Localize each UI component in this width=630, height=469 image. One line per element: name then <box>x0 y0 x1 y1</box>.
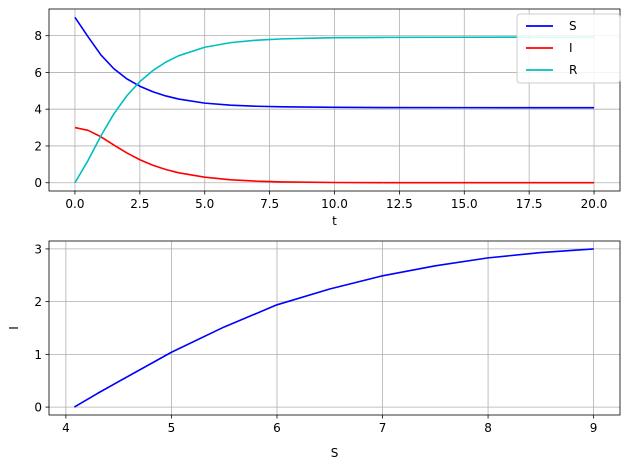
phase-plot-y-tick-label: 2 <box>34 295 42 309</box>
phase-plot-x-tick-label: 9 <box>590 421 598 435</box>
phase-plot-y-tick-label: 1 <box>34 348 42 362</box>
time-series-x-tick-label: 10.0 <box>321 197 348 211</box>
time-series-x-axis-label: t <box>332 214 337 228</box>
phase-plot-x-tick-label: 7 <box>379 421 387 435</box>
time-series-series-line-s <box>74 16 595 109</box>
phase-plot-x-tick-label: 6 <box>273 421 281 435</box>
time-series-ticks: 0.0 2.5 5.0 7.5 10.0 12.5 15.0 17.5 20.0 0 2 4 6 8 <box>34 29 607 211</box>
time-series-x-tick-label: 15.0 <box>451 197 478 211</box>
legend-box <box>516 13 621 84</box>
phase-plot-ticks: 4 5 6 7 8 9 0 1 2 3 <box>34 242 597 435</box>
phase-plot-lines <box>73 248 594 408</box>
time-series-x-tick-label: 5.0 <box>195 197 214 211</box>
time-series-legend: S I R <box>516 13 621 84</box>
time-series-x-tick-label: 17.5 <box>516 197 543 211</box>
time-series-y-tick-label: 0 <box>34 176 42 190</box>
time-series-y-tick-label: 8 <box>34 29 42 43</box>
time-series-series-line-i <box>74 126 595 184</box>
phase-plot-axes-frame <box>48 240 621 416</box>
phase-plot-x-axis-label: S <box>331 446 339 460</box>
time-series-x-tick-label: 0.0 <box>65 197 84 211</box>
time-series-y-tick-label: 2 <box>34 139 42 153</box>
time-series-x-tick-label: 20.0 <box>581 197 608 211</box>
phase-plot-x-tick-label: 8 <box>484 421 492 435</box>
time-series-y-tick-label: 6 <box>34 66 42 80</box>
time-series-series-line-r <box>74 36 595 184</box>
time-series-x-tick-label: 12.5 <box>386 197 413 211</box>
time-series-x-tick-label: 7.5 <box>260 197 279 211</box>
phase-plot-y-tick-label: 3 <box>34 242 42 256</box>
time-series-x-tick-label: 2.5 <box>130 197 149 211</box>
phase-plot-x-tick-label: 5 <box>168 421 176 435</box>
phase-plot-y-tick-label: 0 <box>34 401 42 415</box>
legend-label-i: I <box>569 41 573 55</box>
phase-plot-series-line-trajectory <box>73 248 594 408</box>
phase-plot-y-axis-label: I <box>7 326 21 330</box>
time-series-lines <box>74 16 595 184</box>
phase-plot-panel: 4 5 6 7 8 9 0 1 2 3 S I <box>7 240 621 460</box>
time-series-y-tick-label: 4 <box>34 103 42 117</box>
phase-plot-x-tick-label: 4 <box>62 421 70 435</box>
legend-label-s: S <box>569 19 577 33</box>
phase-plot-grid <box>49 241 620 415</box>
legend-label-r: R <box>569 63 577 77</box>
